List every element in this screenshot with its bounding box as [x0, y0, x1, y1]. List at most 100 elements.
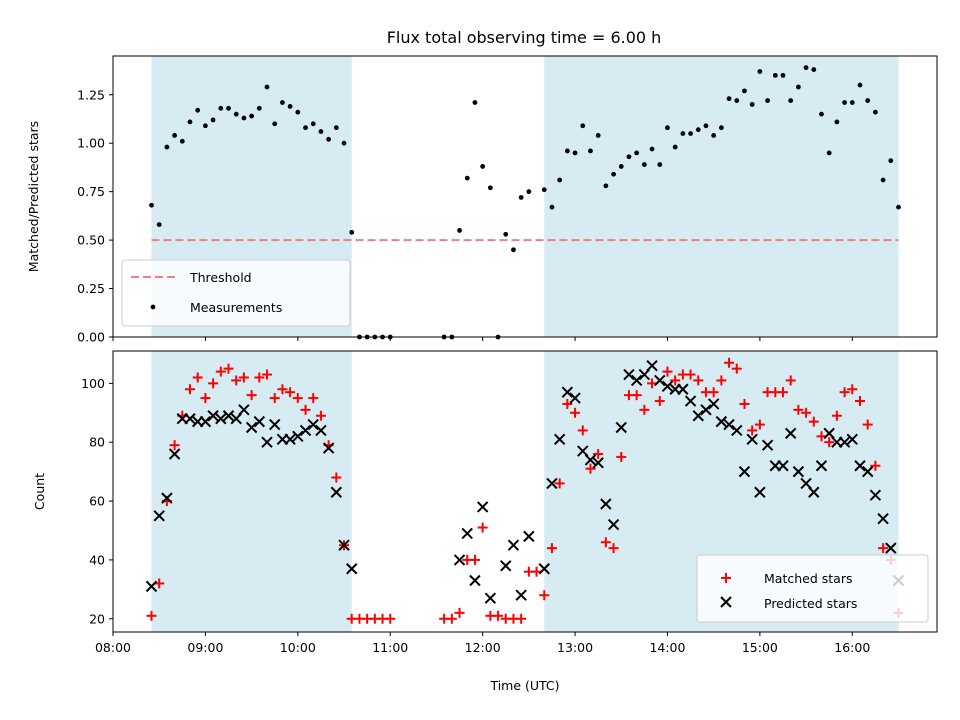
measurement-point	[526, 189, 532, 195]
measurement-point	[888, 158, 894, 164]
matched-star-point	[292, 393, 303, 404]
predicted-star-point	[553, 433, 566, 445]
matched-star-point	[670, 375, 681, 386]
predicted-star-point	[815, 460, 828, 472]
predicted-star-point	[600, 498, 612, 510]
measurement-point	[795, 84, 801, 90]
predicted-star-point	[569, 392, 581, 404]
predicted-star-point	[453, 554, 466, 566]
matched-star-point	[685, 369, 696, 380]
predicted-star-point	[792, 465, 805, 478]
y-tick-label: 1.25	[77, 87, 105, 102]
measurement-point	[349, 229, 355, 235]
matched-star-point	[600, 537, 611, 548]
measurement-point	[580, 123, 586, 129]
bottom-y-ticks: 20 40 60 80 100	[81, 376, 113, 626]
matched-star-point	[785, 375, 796, 386]
measurement-point	[226, 105, 231, 111]
measurement-point	[772, 72, 778, 78]
x-tick-label: 13:00	[557, 640, 593, 655]
matched-star-point	[308, 393, 319, 404]
predicted-star-point	[315, 424, 327, 437]
matched-star-point	[693, 375, 704, 386]
top-y-axis-label: Matched/Predicted stars	[26, 121, 41, 272]
matched-star-point	[446, 613, 457, 624]
matched-star-point	[516, 613, 527, 624]
matched-star-point	[231, 375, 242, 386]
matched-star-point	[246, 390, 257, 401]
x-tick-label: 08:00	[95, 640, 131, 655]
measurement-point	[272, 121, 278, 127]
measurement-point	[703, 123, 709, 129]
measurement-point	[780, 72, 786, 78]
predicted-star-point	[515, 589, 527, 601]
measurement-point	[872, 109, 878, 115]
predicted-star-point	[346, 563, 358, 575]
matched-star-point	[824, 437, 835, 448]
measurement-point	[218, 105, 224, 111]
matched-star-point	[262, 369, 273, 380]
predicted-star-point	[292, 430, 304, 443]
measurement-point	[572, 150, 578, 156]
bottom-x-axis-label: Time (UTC)	[489, 678, 559, 693]
matched-star-point	[454, 607, 465, 618]
predicted-star-point	[684, 395, 697, 407]
y-tick-label: 0.75	[77, 184, 105, 199]
predicted-star-point	[738, 465, 751, 478]
matched-star-point	[839, 387, 850, 398]
measurement-point	[203, 123, 208, 129]
predicted-star-point	[700, 404, 712, 416]
measurement-point	[634, 150, 640, 156]
measurement-point	[195, 107, 201, 113]
predicted-star-point	[754, 486, 766, 498]
y-tick-label: 0.00	[77, 330, 105, 345]
measurement-point	[480, 164, 486, 169]
predicted-star-point	[715, 415, 728, 428]
matched-star-point	[300, 404, 311, 415]
predicted-star-point	[877, 513, 889, 525]
measurement-point	[295, 109, 301, 115]
predicted-star-point	[777, 460, 789, 472]
measurement-point	[803, 65, 809, 71]
matched-star-point	[493, 610, 504, 621]
matched-star-point	[754, 419, 765, 430]
y-tick-label: 80	[89, 435, 105, 450]
predicted-star-point	[215, 412, 227, 425]
matched-star-point	[554, 478, 565, 489]
measurement-point	[487, 185, 493, 191]
matched-star-point	[593, 448, 604, 459]
predicted-star-point	[584, 454, 597, 466]
x-tick-label: 11:00	[372, 640, 408, 655]
predicted-star-point	[654, 374, 666, 387]
matched-star-point	[570, 407, 581, 418]
measurement-point	[595, 133, 601, 138]
matched-star-point	[215, 366, 226, 377]
predicted-star-point	[222, 410, 235, 422]
measurement-point	[641, 162, 647, 167]
predicted-star-point	[238, 404, 250, 416]
predicted-star-point	[330, 486, 343, 498]
measurement-point	[849, 100, 855, 105]
measurement-point	[464, 175, 470, 181]
measurement-point	[757, 69, 763, 74]
matched-star-point	[269, 393, 280, 404]
y-tick-label: 0.50	[77, 233, 105, 248]
measurement-point	[665, 125, 670, 131]
predicted-star-point	[731, 424, 743, 437]
predicted-star-point	[838, 436, 851, 448]
observing-window-span	[544, 56, 899, 337]
y-tick-label: 100	[81, 376, 105, 391]
measurement-point	[657, 162, 663, 167]
bottom-axes-frame	[112, 350, 938, 633]
measurement-point	[711, 133, 717, 138]
predicted-star-point	[469, 574, 481, 587]
predicted-star-point	[861, 465, 874, 478]
predicted-star-point	[299, 424, 312, 437]
measurement-point	[541, 187, 547, 193]
predicted-star-point	[476, 501, 489, 513]
bottom-y-axis-label: Count	[32, 473, 47, 510]
matched-star-point	[585, 463, 596, 474]
matched-star-point	[608, 543, 619, 554]
measurement-point	[788, 98, 794, 103]
